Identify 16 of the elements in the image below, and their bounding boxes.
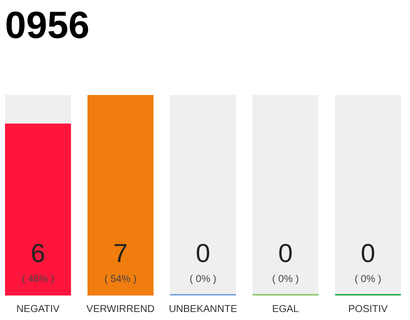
x-tick-label: UNBEKANNTE [168,304,238,315]
x-tick-label: VERWIRREND [86,304,155,315]
data-label: 6 [30,238,46,268]
x-tick-label: NEGATIV [16,304,60,315]
annotation: ( 0% ) [272,274,299,285]
chart-title: 0956 [5,5,90,47]
annotation: ( 0% ) [190,274,216,285]
data-label: 0 [360,238,376,268]
x-tick-label: EGAL [272,304,300,315]
annotation: ( 54% ) [104,274,137,285]
data-label: 0 [278,238,293,268]
data-label: 0 [196,238,210,268]
annotation: ( 46% ) [22,274,54,285]
x-tick-label: POSITIV [348,304,388,315]
annotation: ( 0% ) [354,274,382,285]
data-label: 7 [113,238,128,268]
